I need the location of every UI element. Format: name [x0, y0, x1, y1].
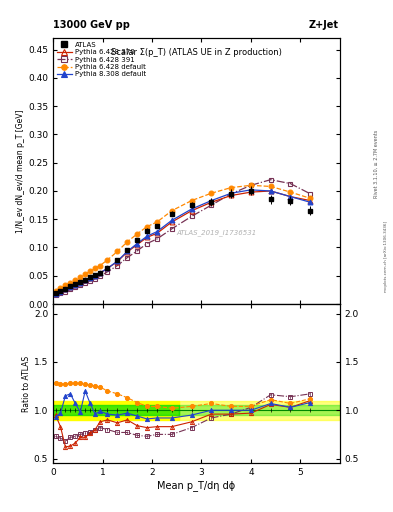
Text: ATLAS_2019_I1736531: ATLAS_2019_I1736531 — [176, 229, 257, 236]
Y-axis label: 1/N_ev dN_ev/d mean p_T [GeV]: 1/N_ev dN_ev/d mean p_T [GeV] — [16, 110, 25, 233]
Y-axis label: Ratio to ATLAS: Ratio to ATLAS — [22, 356, 31, 412]
X-axis label: Mean p_T/dη dϕ: Mean p_T/dη dϕ — [157, 480, 236, 491]
Text: mcplots.cern.ch [arXiv:1306.3436]: mcplots.cern.ch [arXiv:1306.3436] — [384, 221, 388, 291]
Text: Rivet 3.1.10, ≥ 2.7M events: Rivet 3.1.10, ≥ 2.7M events — [374, 130, 379, 198]
Text: Z+Jet: Z+Jet — [309, 19, 339, 30]
Text: 13000 GeV pp: 13000 GeV pp — [53, 19, 130, 30]
Legend: ATLAS, Pythia 6.428 370, Pythia 6.428 391, Pythia 6.428 default, Pythia 8.308 de: ATLAS, Pythia 6.428 370, Pythia 6.428 39… — [55, 40, 148, 79]
Text: Scalar Σ(p_T) (ATLAS UE in Z production): Scalar Σ(p_T) (ATLAS UE in Z production) — [111, 48, 282, 57]
